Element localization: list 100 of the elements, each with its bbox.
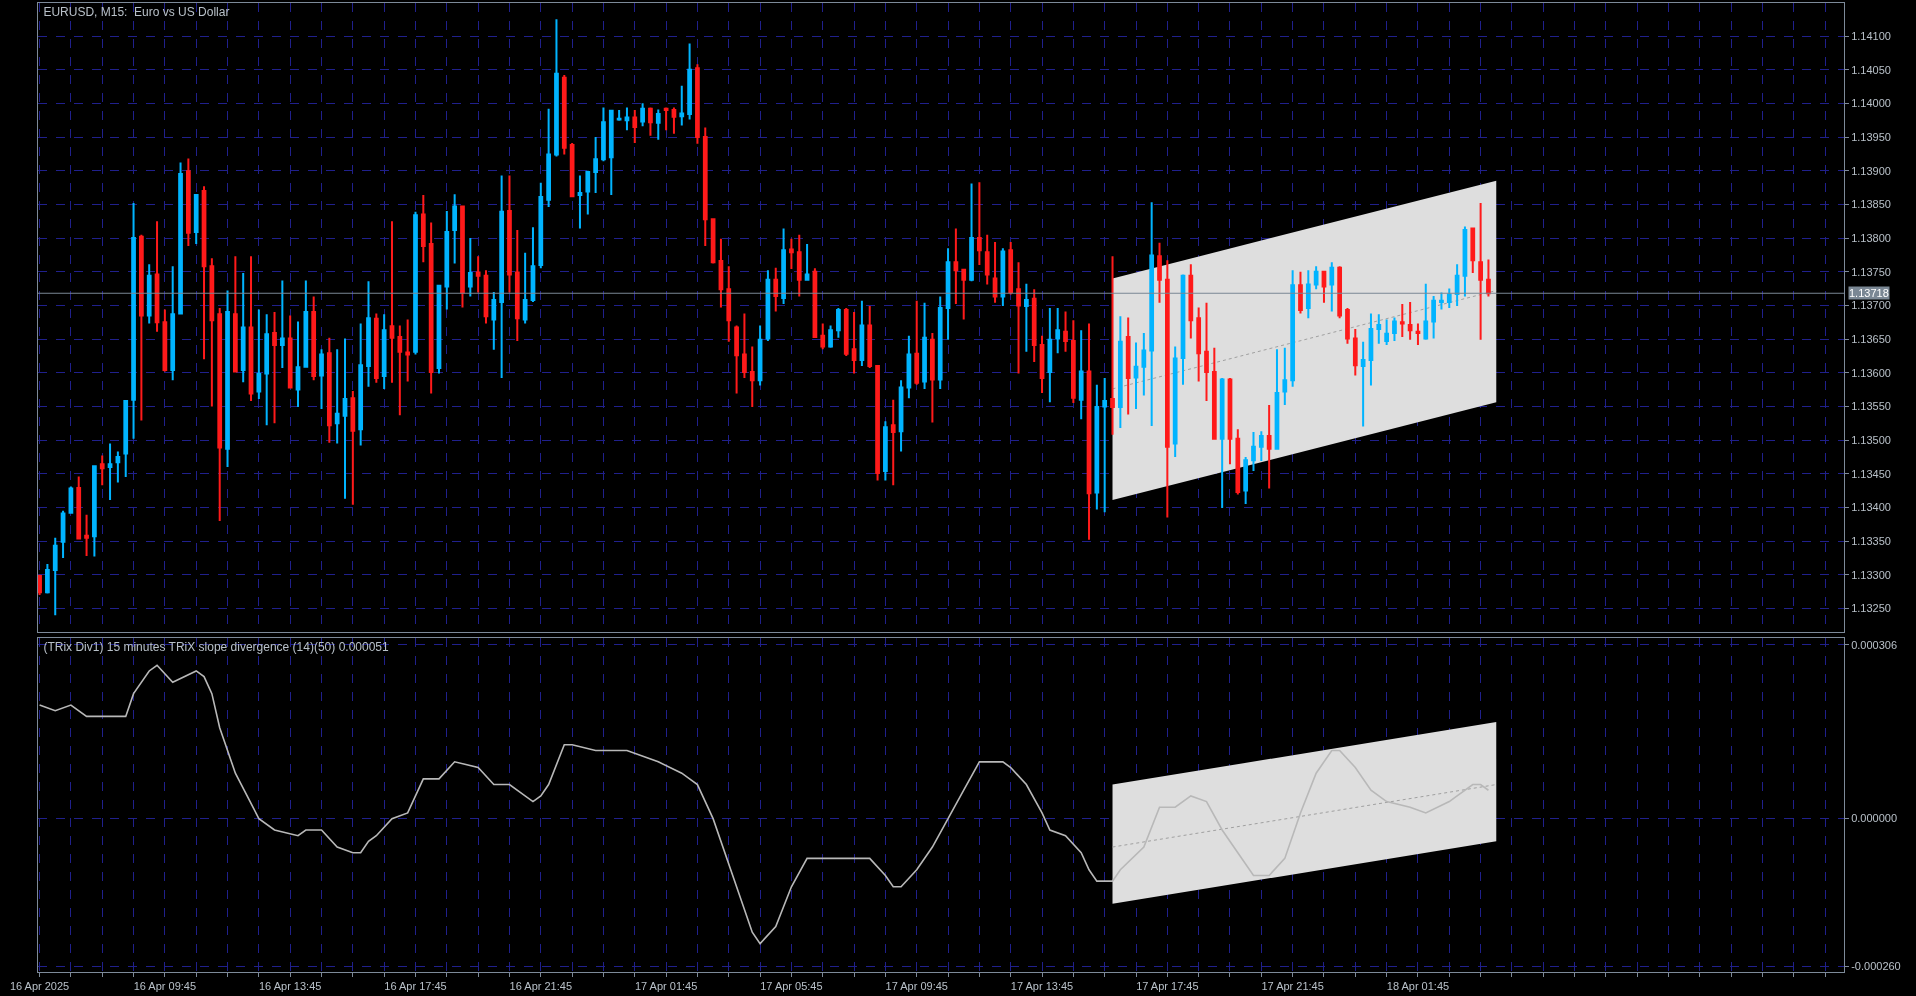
candlestick bbox=[538, 181, 544, 270]
y-tick-label: 1.13550 bbox=[1851, 400, 1891, 413]
candlestick bbox=[319, 348, 324, 411]
candlestick bbox=[1290, 269, 1296, 388]
chart-title: (TRix Div1) 15 minutes TRiX slope divergence (14)(50) 0.000051 bbox=[43, 640, 390, 655]
candlestick bbox=[507, 174, 512, 294]
candlestick bbox=[695, 63, 700, 145]
candlestick bbox=[1298, 270, 1303, 315]
ref-line-label: 1.13718 bbox=[1849, 287, 1889, 299]
candlestick bbox=[1211, 346, 1217, 441]
candlestick bbox=[687, 42, 692, 121]
candlestick bbox=[867, 305, 873, 370]
candlestick bbox=[585, 169, 591, 216]
candlestick bbox=[1204, 301, 1209, 403]
candlestick bbox=[859, 299, 865, 367]
candlestick bbox=[1251, 430, 1256, 473]
candlestick bbox=[1431, 294, 1436, 340]
candlestick bbox=[146, 263, 152, 325]
candlestick bbox=[554, 18, 559, 158]
y-tick-label: 1.13300 bbox=[1851, 568, 1891, 581]
candlestick bbox=[843, 307, 849, 357]
candlestick bbox=[232, 255, 238, 373]
candlestick bbox=[655, 108, 661, 141]
candlestick bbox=[1180, 273, 1186, 386]
candlestick bbox=[1313, 265, 1319, 291]
candlestick bbox=[186, 157, 191, 248]
candlestick bbox=[1337, 265, 1343, 320]
candlestick bbox=[467, 237, 473, 298]
candlestick bbox=[1031, 288, 1037, 363]
candlestick bbox=[350, 389, 356, 506]
candlestick bbox=[381, 313, 387, 390]
candlestick bbox=[1110, 255, 1115, 436]
candlestick bbox=[804, 243, 810, 282]
candlestick bbox=[428, 221, 434, 395]
candlestick bbox=[139, 233, 144, 422]
x-tick-label: 17 Apr 01:45 bbox=[634, 980, 698, 993]
candlestick bbox=[1047, 307, 1053, 404]
y-tick-label: 1.13750 bbox=[1851, 265, 1891, 278]
candlestick bbox=[1486, 258, 1491, 298]
candlestick bbox=[514, 228, 520, 343]
candlestick bbox=[671, 106, 677, 135]
candlestick bbox=[162, 308, 168, 373]
y-tick-label: 0.000306 bbox=[1851, 638, 1898, 651]
candlestick bbox=[452, 193, 458, 265]
candlestick bbox=[781, 227, 786, 306]
candlestick bbox=[796, 233, 802, 298]
candlestick bbox=[1078, 329, 1084, 421]
candlestick bbox=[264, 313, 270, 427]
candlestick bbox=[945, 247, 951, 341]
candlestick bbox=[969, 182, 974, 283]
candlestick bbox=[718, 237, 724, 309]
candlestick bbox=[1008, 241, 1014, 296]
candlestick bbox=[1360, 340, 1366, 428]
candlestick bbox=[757, 324, 763, 387]
y-tick-label: 1.14100 bbox=[1851, 29, 1891, 42]
candlestick bbox=[569, 142, 575, 198]
candlestick bbox=[1141, 331, 1147, 397]
y-tick-label: 1.13850 bbox=[1851, 198, 1891, 211]
candlestick bbox=[601, 106, 606, 163]
candlestick bbox=[1055, 307, 1061, 355]
candlestick bbox=[358, 322, 364, 447]
candlestick bbox=[76, 475, 82, 541]
candlestick bbox=[1439, 291, 1444, 311]
candlestick bbox=[1478, 202, 1483, 341]
candlestick bbox=[1070, 319, 1076, 405]
candlestick bbox=[648, 106, 653, 137]
candlestick bbox=[154, 220, 160, 333]
candlestick bbox=[1117, 315, 1123, 429]
candlestick bbox=[1094, 383, 1100, 511]
candlestick bbox=[1196, 306, 1202, 383]
candlestick bbox=[107, 442, 113, 501]
candlestick bbox=[773, 266, 779, 313]
y-tick-label: 1.13650 bbox=[1851, 332, 1891, 345]
candlestick bbox=[640, 102, 645, 128]
candlestick bbox=[883, 420, 888, 482]
chart-title: EURUSD, M15: Euro vs US Dollar bbox=[43, 5, 230, 20]
candlestick bbox=[1024, 282, 1029, 353]
y-tick-label: 1.14000 bbox=[1851, 97, 1891, 110]
candlestick bbox=[742, 312, 747, 380]
candlestick bbox=[444, 210, 450, 311]
x-tick-label: 16 Apr 2025 bbox=[9, 980, 70, 993]
candlestick bbox=[1321, 270, 1327, 304]
candlestick bbox=[1149, 201, 1155, 427]
candlestick bbox=[499, 174, 505, 380]
candlestick bbox=[632, 109, 638, 145]
candlestick bbox=[1102, 377, 1108, 514]
candlestick bbox=[1219, 377, 1225, 510]
candlestick bbox=[366, 280, 371, 388]
x-tick-label: 16 Apr 13:45 bbox=[258, 980, 322, 993]
candlestick bbox=[397, 324, 403, 417]
candlestick bbox=[789, 237, 794, 271]
candlestick bbox=[295, 320, 301, 409]
candlestick bbox=[201, 185, 207, 361]
candlestick bbox=[1235, 428, 1241, 496]
candlestick bbox=[914, 299, 920, 386]
candlestick bbox=[1016, 261, 1021, 375]
candlestick bbox=[851, 311, 857, 375]
candlestick bbox=[953, 227, 959, 306]
candlestick bbox=[1157, 241, 1162, 304]
candlestick bbox=[624, 106, 630, 132]
